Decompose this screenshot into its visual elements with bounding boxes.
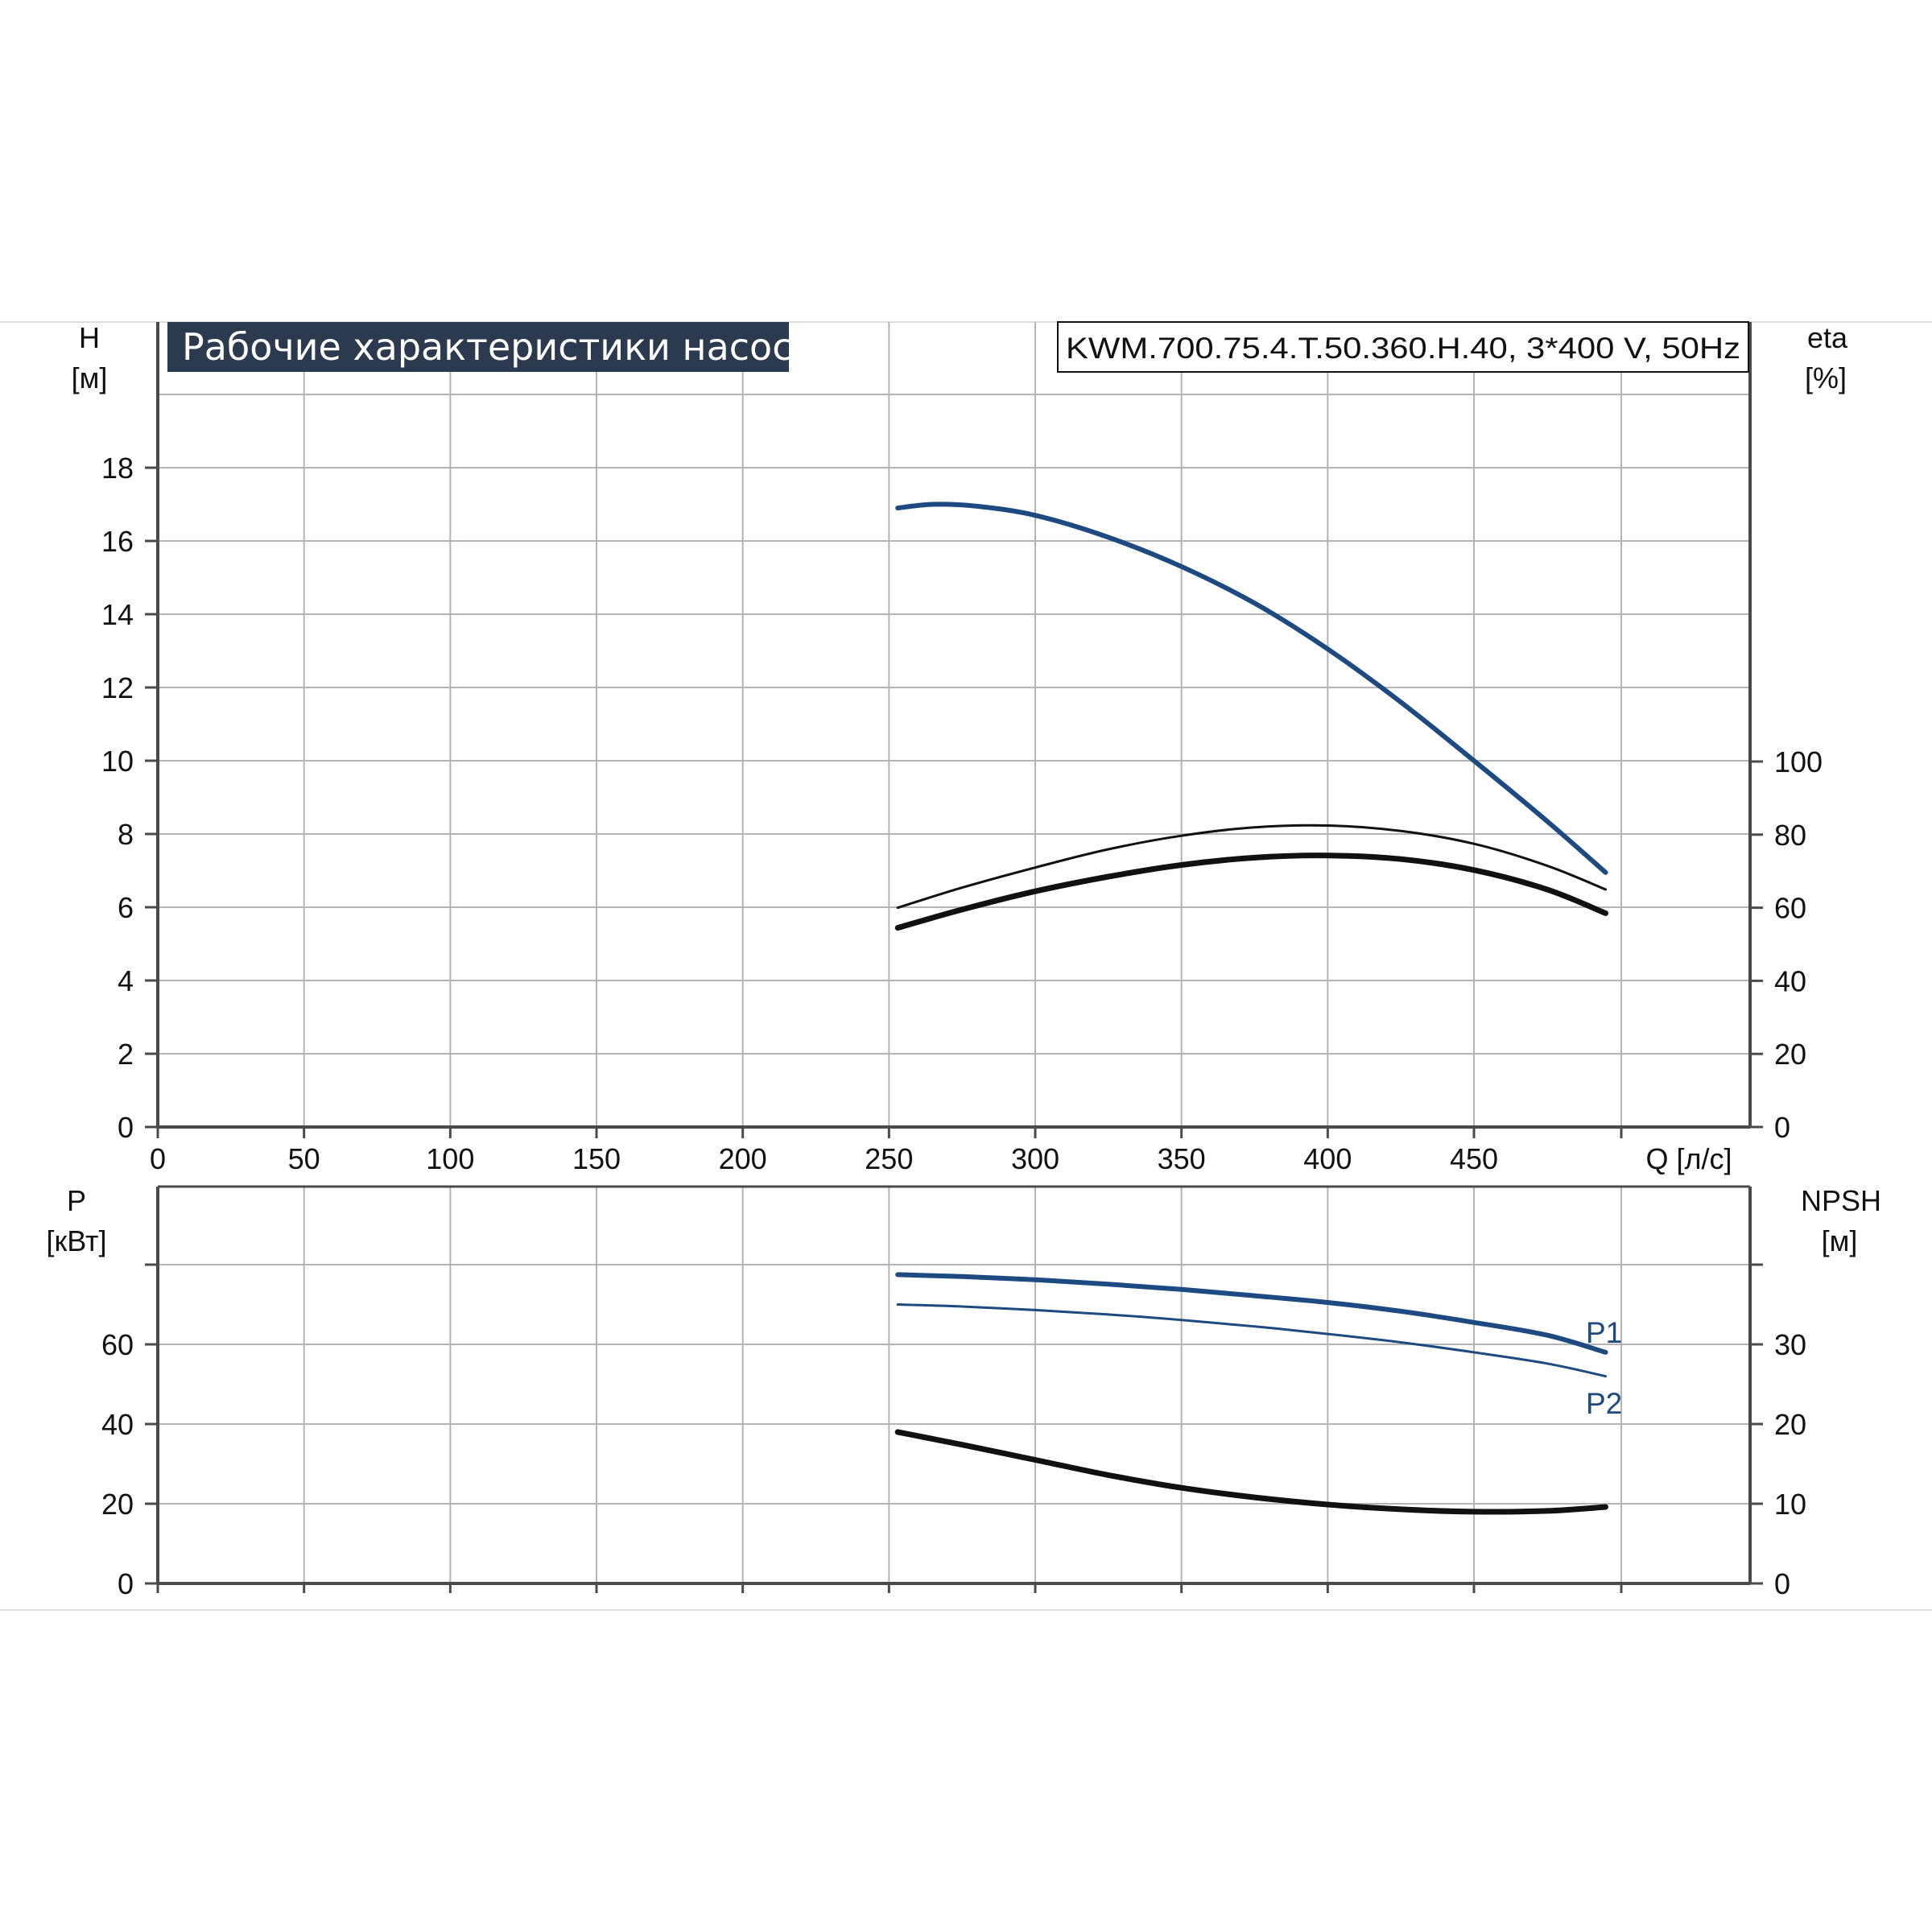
left-tick-label: 0 [118, 1111, 134, 1144]
x-tick-label: 450 [1450, 1142, 1498, 1175]
h-axis-unit: [м] [72, 361, 108, 394]
eta-axis-label: eta [1807, 321, 1848, 354]
curve-1-1 [896, 1303, 1607, 1378]
title-background [167, 322, 789, 372]
left-tick-label: 14 [101, 598, 134, 631]
left-tick-label: 20 [101, 1488, 134, 1521]
p2-series-label: P2 [1586, 1387, 1622, 1420]
right-tick-label: 100 [1774, 745, 1823, 778]
x-tick-label: 100 [426, 1142, 474, 1175]
x-tick-label: 250 [865, 1142, 913, 1175]
chart-title: Рабочие характеристики насоса [182, 325, 815, 369]
curve-0-2 [894, 852, 1608, 931]
model-label: KWM.700.75.4.T.50.360.H.40, 3*400 V, 50H… [1066, 332, 1740, 365]
curve-0-0 [895, 502, 1608, 875]
npsh-axis-label: NPSH [1801, 1184, 1881, 1217]
right-tick-label: 0 [1774, 1111, 1790, 1144]
left-tick-label: 60 [101, 1328, 134, 1361]
left-tick-label: 10 [101, 745, 134, 778]
right-tick-label: 20 [1774, 1408, 1806, 1441]
right-tick-label: 30 [1774, 1328, 1806, 1361]
right-tick-label: 60 [1774, 892, 1806, 925]
p1-series-label: P1 [1586, 1316, 1622, 1349]
x-tick-label: 150 [572, 1142, 621, 1175]
left-tick-label: 16 [101, 525, 134, 558]
left-tick-label: 18 [101, 452, 134, 485]
h-axis-label: H [79, 321, 100, 354]
model-box [1057, 321, 1749, 373]
curve-0-1 [896, 824, 1607, 910]
eta-axis-unit: [%] [1805, 361, 1847, 394]
curve-1-2 [894, 1429, 1608, 1515]
right-tick-label: 10 [1774, 1488, 1806, 1521]
curve-1-0 [895, 1272, 1608, 1355]
left-tick-label: 40 [101, 1408, 134, 1441]
curves-layer [894, 502, 1608, 1515]
x-tick-label: 300 [1011, 1142, 1059, 1175]
left-tick-label: 2 [118, 1038, 134, 1071]
x-tick-label: 0 [150, 1142, 166, 1175]
x-tick-label: 50 [288, 1142, 320, 1175]
npsh-axis-unit: [м] [1822, 1224, 1858, 1257]
p-axis-label: P [67, 1184, 86, 1217]
left-tick-label: 12 [101, 671, 134, 704]
right-tick-label: 20 [1774, 1038, 1806, 1071]
left-tick-label: 6 [118, 891, 134, 924]
frame-layer [156, 322, 1752, 1585]
left-tick-label: 8 [118, 818, 134, 851]
right-tick-label: 80 [1774, 819, 1806, 852]
left-tick-label: 4 [118, 964, 134, 997]
p-axis-unit: [кВт] [46, 1224, 106, 1257]
x-tick-label: 350 [1158, 1142, 1206, 1175]
right-tick-label: 40 [1774, 964, 1806, 997]
q-axis-label: Q [л/с] [1645, 1142, 1732, 1175]
x-tick-label: 400 [1303, 1142, 1352, 1175]
grid-layer [158, 322, 1750, 1583]
x-tick-label: 200 [719, 1142, 767, 1175]
left-tick-label: 0 [118, 1567, 134, 1600]
right-tick-label: 0 [1774, 1567, 1790, 1600]
